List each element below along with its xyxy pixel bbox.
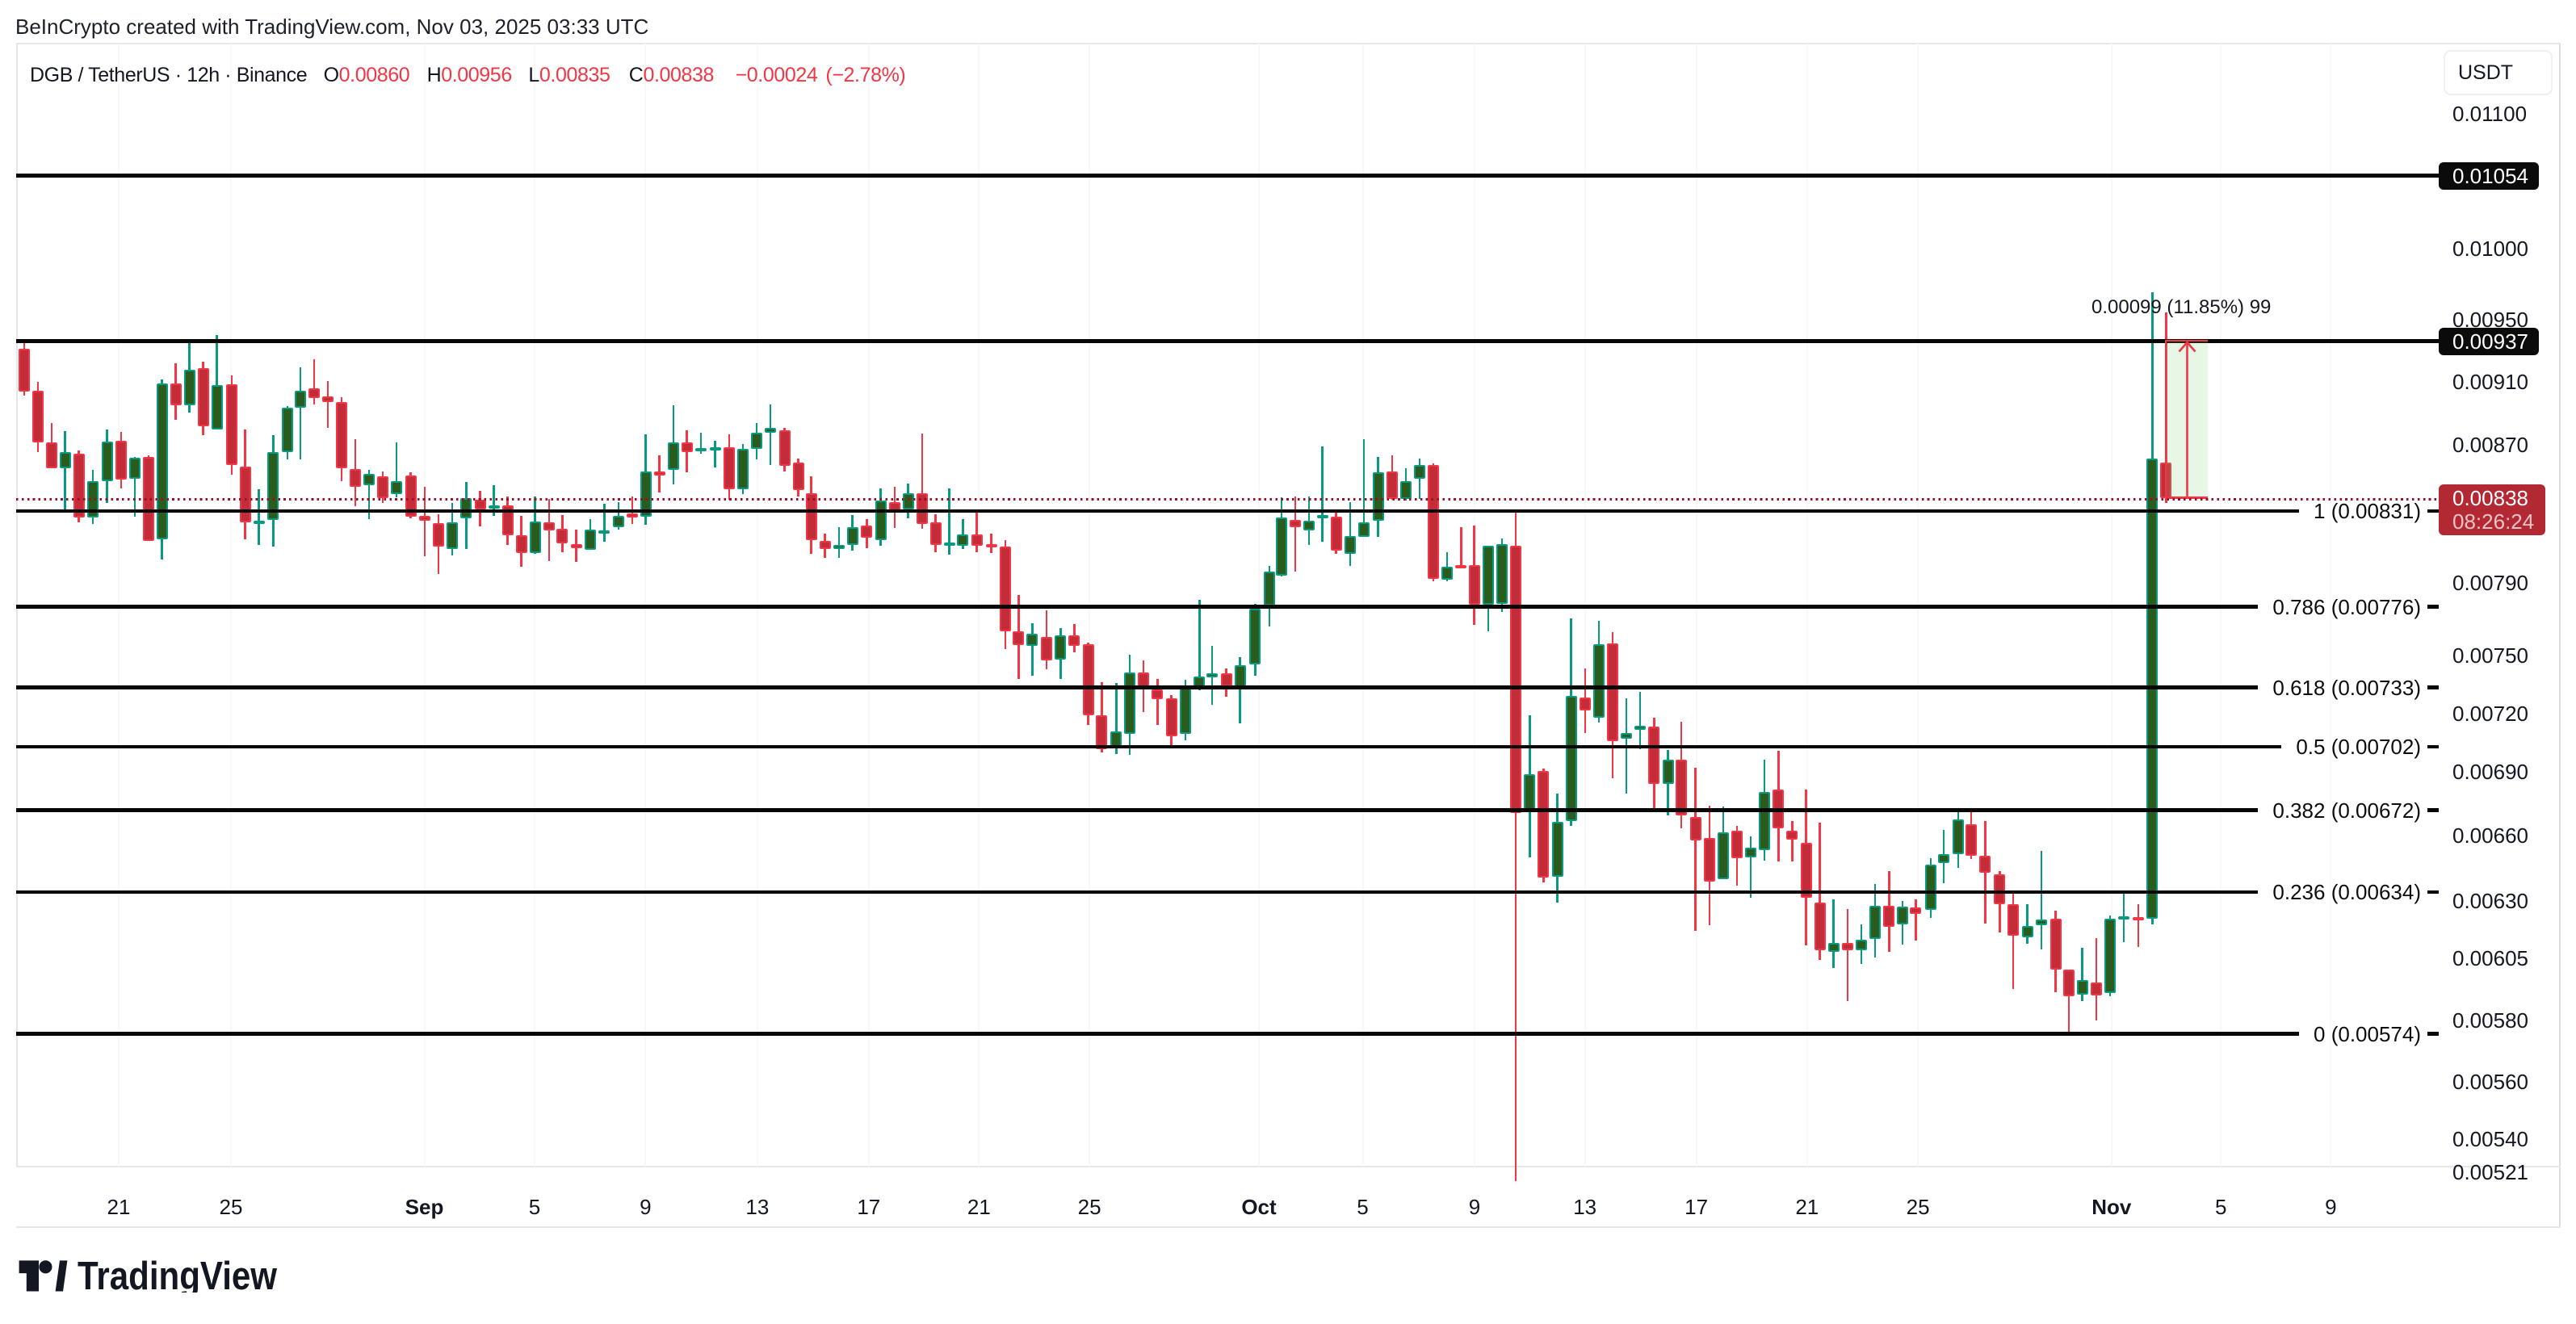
svg-text:TradingView: TradingView <box>78 1260 278 1293</box>
